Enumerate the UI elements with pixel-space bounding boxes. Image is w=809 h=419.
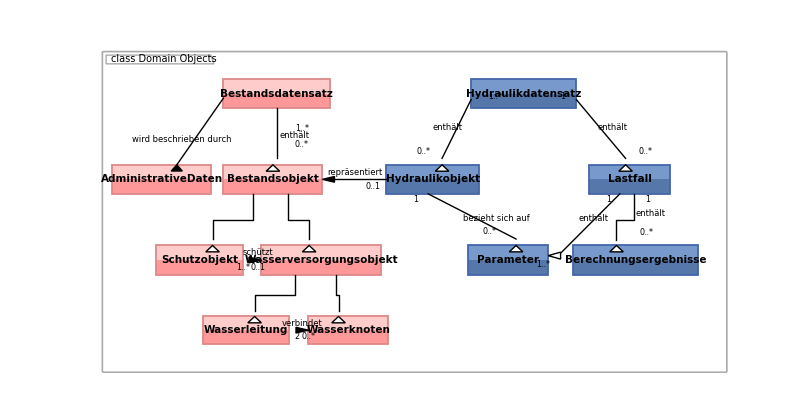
Bar bbox=[223, 94, 330, 109]
Text: 1..*: 1..* bbox=[236, 263, 251, 272]
Text: 1..*: 1..* bbox=[294, 124, 309, 133]
Polygon shape bbox=[323, 176, 334, 182]
Text: wird beschrieben durch: wird beschrieben durch bbox=[132, 135, 231, 145]
Bar bbox=[471, 79, 576, 109]
Bar bbox=[471, 94, 576, 109]
Bar bbox=[589, 165, 671, 179]
Text: Wasserversorgungsobjekt: Wasserversorgungsobjekt bbox=[244, 255, 398, 265]
Bar bbox=[112, 165, 211, 179]
Text: AdministrativeDaten: AdministrativeDaten bbox=[101, 174, 223, 184]
Bar bbox=[308, 316, 388, 330]
Bar bbox=[387, 165, 479, 194]
Text: Schutzobjekt: Schutzobjekt bbox=[161, 255, 238, 265]
Bar bbox=[112, 165, 211, 194]
Text: Wasserknoten: Wasserknoten bbox=[307, 325, 390, 335]
Text: schützt: schützt bbox=[243, 248, 273, 257]
Text: 0..*: 0..* bbox=[294, 140, 309, 149]
Text: repräsentiert: repräsentiert bbox=[327, 168, 382, 177]
Bar bbox=[387, 179, 479, 194]
Bar bbox=[573, 260, 698, 274]
Polygon shape bbox=[106, 55, 214, 64]
Bar bbox=[589, 179, 671, 194]
Polygon shape bbox=[248, 316, 261, 323]
Text: 1: 1 bbox=[606, 195, 611, 204]
Text: Lastfall: Lastfall bbox=[608, 174, 651, 184]
Text: 2: 2 bbox=[294, 332, 299, 341]
Text: class Domain Objects: class Domain Objects bbox=[111, 54, 217, 64]
Bar bbox=[156, 260, 243, 274]
Polygon shape bbox=[249, 257, 261, 263]
Text: Wasserleitung: Wasserleitung bbox=[204, 325, 288, 335]
Text: 1: 1 bbox=[560, 92, 565, 101]
Text: Bestandsdatensatz: Bestandsdatensatz bbox=[220, 89, 333, 99]
Bar bbox=[203, 330, 290, 344]
Text: 0..*: 0..* bbox=[483, 228, 497, 236]
Bar bbox=[308, 316, 388, 344]
Text: enthält: enthält bbox=[279, 132, 309, 140]
Bar bbox=[223, 79, 330, 94]
Polygon shape bbox=[172, 165, 182, 171]
Bar bbox=[471, 79, 576, 94]
Text: Bestandsobjekt: Bestandsobjekt bbox=[227, 174, 319, 184]
Bar bbox=[223, 165, 323, 179]
Bar bbox=[573, 246, 698, 260]
Text: 0..*: 0..* bbox=[417, 147, 430, 156]
Text: 1: 1 bbox=[413, 195, 418, 204]
Text: 1: 1 bbox=[645, 195, 650, 204]
Bar bbox=[156, 246, 243, 274]
Text: bezieht sich auf: bezieht sich auf bbox=[463, 214, 529, 222]
Text: Hydraulikdatensatz: Hydraulikdatensatz bbox=[466, 89, 582, 99]
Bar bbox=[223, 179, 323, 194]
Bar bbox=[589, 165, 671, 194]
Text: Hydraulikobjekt: Hydraulikobjekt bbox=[386, 174, 480, 184]
Bar bbox=[203, 316, 290, 344]
Text: 0..*: 0..* bbox=[640, 228, 654, 237]
Polygon shape bbox=[549, 252, 561, 259]
Bar bbox=[468, 260, 549, 274]
Bar bbox=[203, 316, 290, 330]
Bar bbox=[468, 246, 549, 274]
FancyBboxPatch shape bbox=[103, 52, 726, 372]
Text: Berechnungsergebnisse: Berechnungsergebnisse bbox=[565, 255, 706, 265]
Text: 0..*: 0..* bbox=[301, 332, 315, 341]
Text: 0..1: 0..1 bbox=[366, 182, 381, 191]
Bar bbox=[223, 79, 330, 109]
Text: 1..*: 1..* bbox=[488, 92, 502, 101]
Bar bbox=[223, 165, 323, 194]
Bar bbox=[112, 179, 211, 194]
Text: enthält: enthält bbox=[636, 210, 666, 218]
Polygon shape bbox=[266, 165, 280, 171]
Bar bbox=[308, 330, 388, 344]
Polygon shape bbox=[303, 246, 316, 252]
Text: Parameter: Parameter bbox=[477, 255, 539, 265]
Bar bbox=[261, 246, 381, 260]
Text: 0..1: 0..1 bbox=[251, 263, 266, 272]
Polygon shape bbox=[435, 165, 449, 171]
Text: enthält: enthält bbox=[597, 123, 627, 132]
Bar bbox=[261, 260, 381, 274]
Text: enthält: enthält bbox=[578, 215, 608, 223]
Polygon shape bbox=[619, 165, 633, 171]
Text: verbindet: verbindet bbox=[282, 318, 322, 328]
Polygon shape bbox=[296, 327, 308, 333]
Polygon shape bbox=[332, 316, 345, 323]
Polygon shape bbox=[205, 246, 219, 252]
Bar bbox=[387, 165, 479, 179]
Bar bbox=[573, 246, 698, 274]
Bar bbox=[261, 246, 381, 274]
Text: 0..*: 0..* bbox=[638, 147, 653, 156]
Polygon shape bbox=[610, 246, 623, 252]
Text: enthält: enthält bbox=[432, 123, 462, 132]
Bar bbox=[468, 246, 549, 260]
Bar bbox=[156, 246, 243, 260]
Polygon shape bbox=[510, 246, 523, 252]
Text: 1..*: 1..* bbox=[536, 260, 550, 269]
